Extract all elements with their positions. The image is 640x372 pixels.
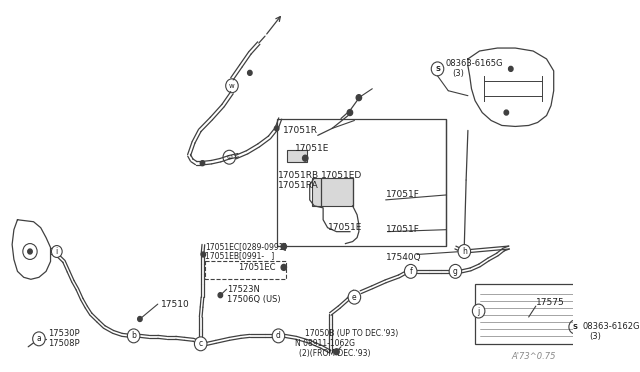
Text: 17051F: 17051F: [386, 225, 420, 234]
Circle shape: [195, 337, 207, 351]
Circle shape: [472, 304, 485, 318]
Text: 17540Q: 17540Q: [386, 253, 421, 262]
Bar: [312, 178, 353, 206]
Text: f: f: [410, 267, 412, 276]
Circle shape: [303, 155, 308, 161]
Text: d: d: [276, 331, 281, 340]
Text: 17051EB[0991-   ]: 17051EB[0991- ]: [205, 251, 275, 260]
Text: (3): (3): [589, 332, 602, 341]
Text: g: g: [453, 267, 458, 276]
Text: N 08911-1062G: N 08911-1062G: [294, 339, 355, 348]
Text: 17051F: 17051F: [386, 190, 420, 199]
Circle shape: [509, 66, 513, 71]
Text: 17051EC[0289-0991]: 17051EC[0289-0991]: [205, 242, 287, 251]
Text: 17506Q (US): 17506Q (US): [227, 295, 280, 304]
Text: c: c: [198, 339, 203, 348]
Bar: [205, 262, 285, 279]
Circle shape: [201, 252, 205, 257]
Text: b: b: [131, 331, 136, 340]
Bar: [287, 150, 307, 162]
Text: 17051EC: 17051EC: [238, 263, 276, 272]
Bar: [276, 119, 447, 246]
Text: S: S: [573, 324, 578, 330]
Text: i: i: [56, 247, 58, 256]
Circle shape: [348, 110, 353, 116]
Text: 17510: 17510: [161, 299, 189, 309]
Text: (3): (3): [452, 69, 465, 78]
Circle shape: [281, 244, 287, 250]
Text: e: e: [352, 293, 356, 302]
Circle shape: [28, 249, 32, 254]
Circle shape: [334, 349, 339, 355]
Text: 17050B (UP TO DEC.'93): 17050B (UP TO DEC.'93): [305, 329, 399, 339]
Text: 17051RB: 17051RB: [278, 171, 319, 180]
Text: S: S: [435, 66, 440, 72]
Text: 17523N: 17523N: [227, 285, 259, 294]
Circle shape: [138, 317, 142, 321]
Text: 17051R: 17051R: [283, 126, 318, 135]
Bar: [475, 284, 600, 344]
Text: 17051RA: 17051RA: [278, 180, 319, 189]
Text: 17051E: 17051E: [328, 223, 362, 232]
Text: h: h: [462, 247, 467, 256]
Circle shape: [449, 264, 461, 278]
Circle shape: [33, 332, 45, 346]
Circle shape: [281, 264, 287, 270]
Text: 17508P: 17508P: [48, 339, 79, 348]
Text: (2)(FROM DEC.'93): (2)(FROM DEC.'93): [299, 349, 371, 358]
Circle shape: [275, 126, 279, 131]
Circle shape: [272, 329, 285, 343]
Text: j: j: [477, 307, 480, 315]
Text: a: a: [36, 334, 42, 343]
Circle shape: [356, 95, 362, 101]
Text: 17575: 17575: [536, 298, 564, 307]
Text: 17051ED: 17051ED: [321, 171, 363, 180]
Circle shape: [127, 329, 140, 343]
Circle shape: [218, 293, 223, 298]
Text: w: w: [229, 83, 235, 89]
Text: 08363-6162G: 08363-6162G: [582, 323, 640, 331]
Circle shape: [504, 110, 509, 115]
Circle shape: [348, 290, 361, 304]
Circle shape: [200, 161, 205, 166]
Text: 17530P: 17530P: [48, 329, 79, 339]
Circle shape: [404, 264, 417, 278]
Text: ω: ω: [227, 154, 232, 160]
Circle shape: [458, 244, 470, 259]
Text: 08363-6165G: 08363-6165G: [445, 60, 503, 68]
Circle shape: [51, 246, 62, 257]
Circle shape: [248, 70, 252, 76]
Text: A'73^0.75: A'73^0.75: [511, 352, 556, 361]
Text: 17051E: 17051E: [294, 144, 329, 153]
